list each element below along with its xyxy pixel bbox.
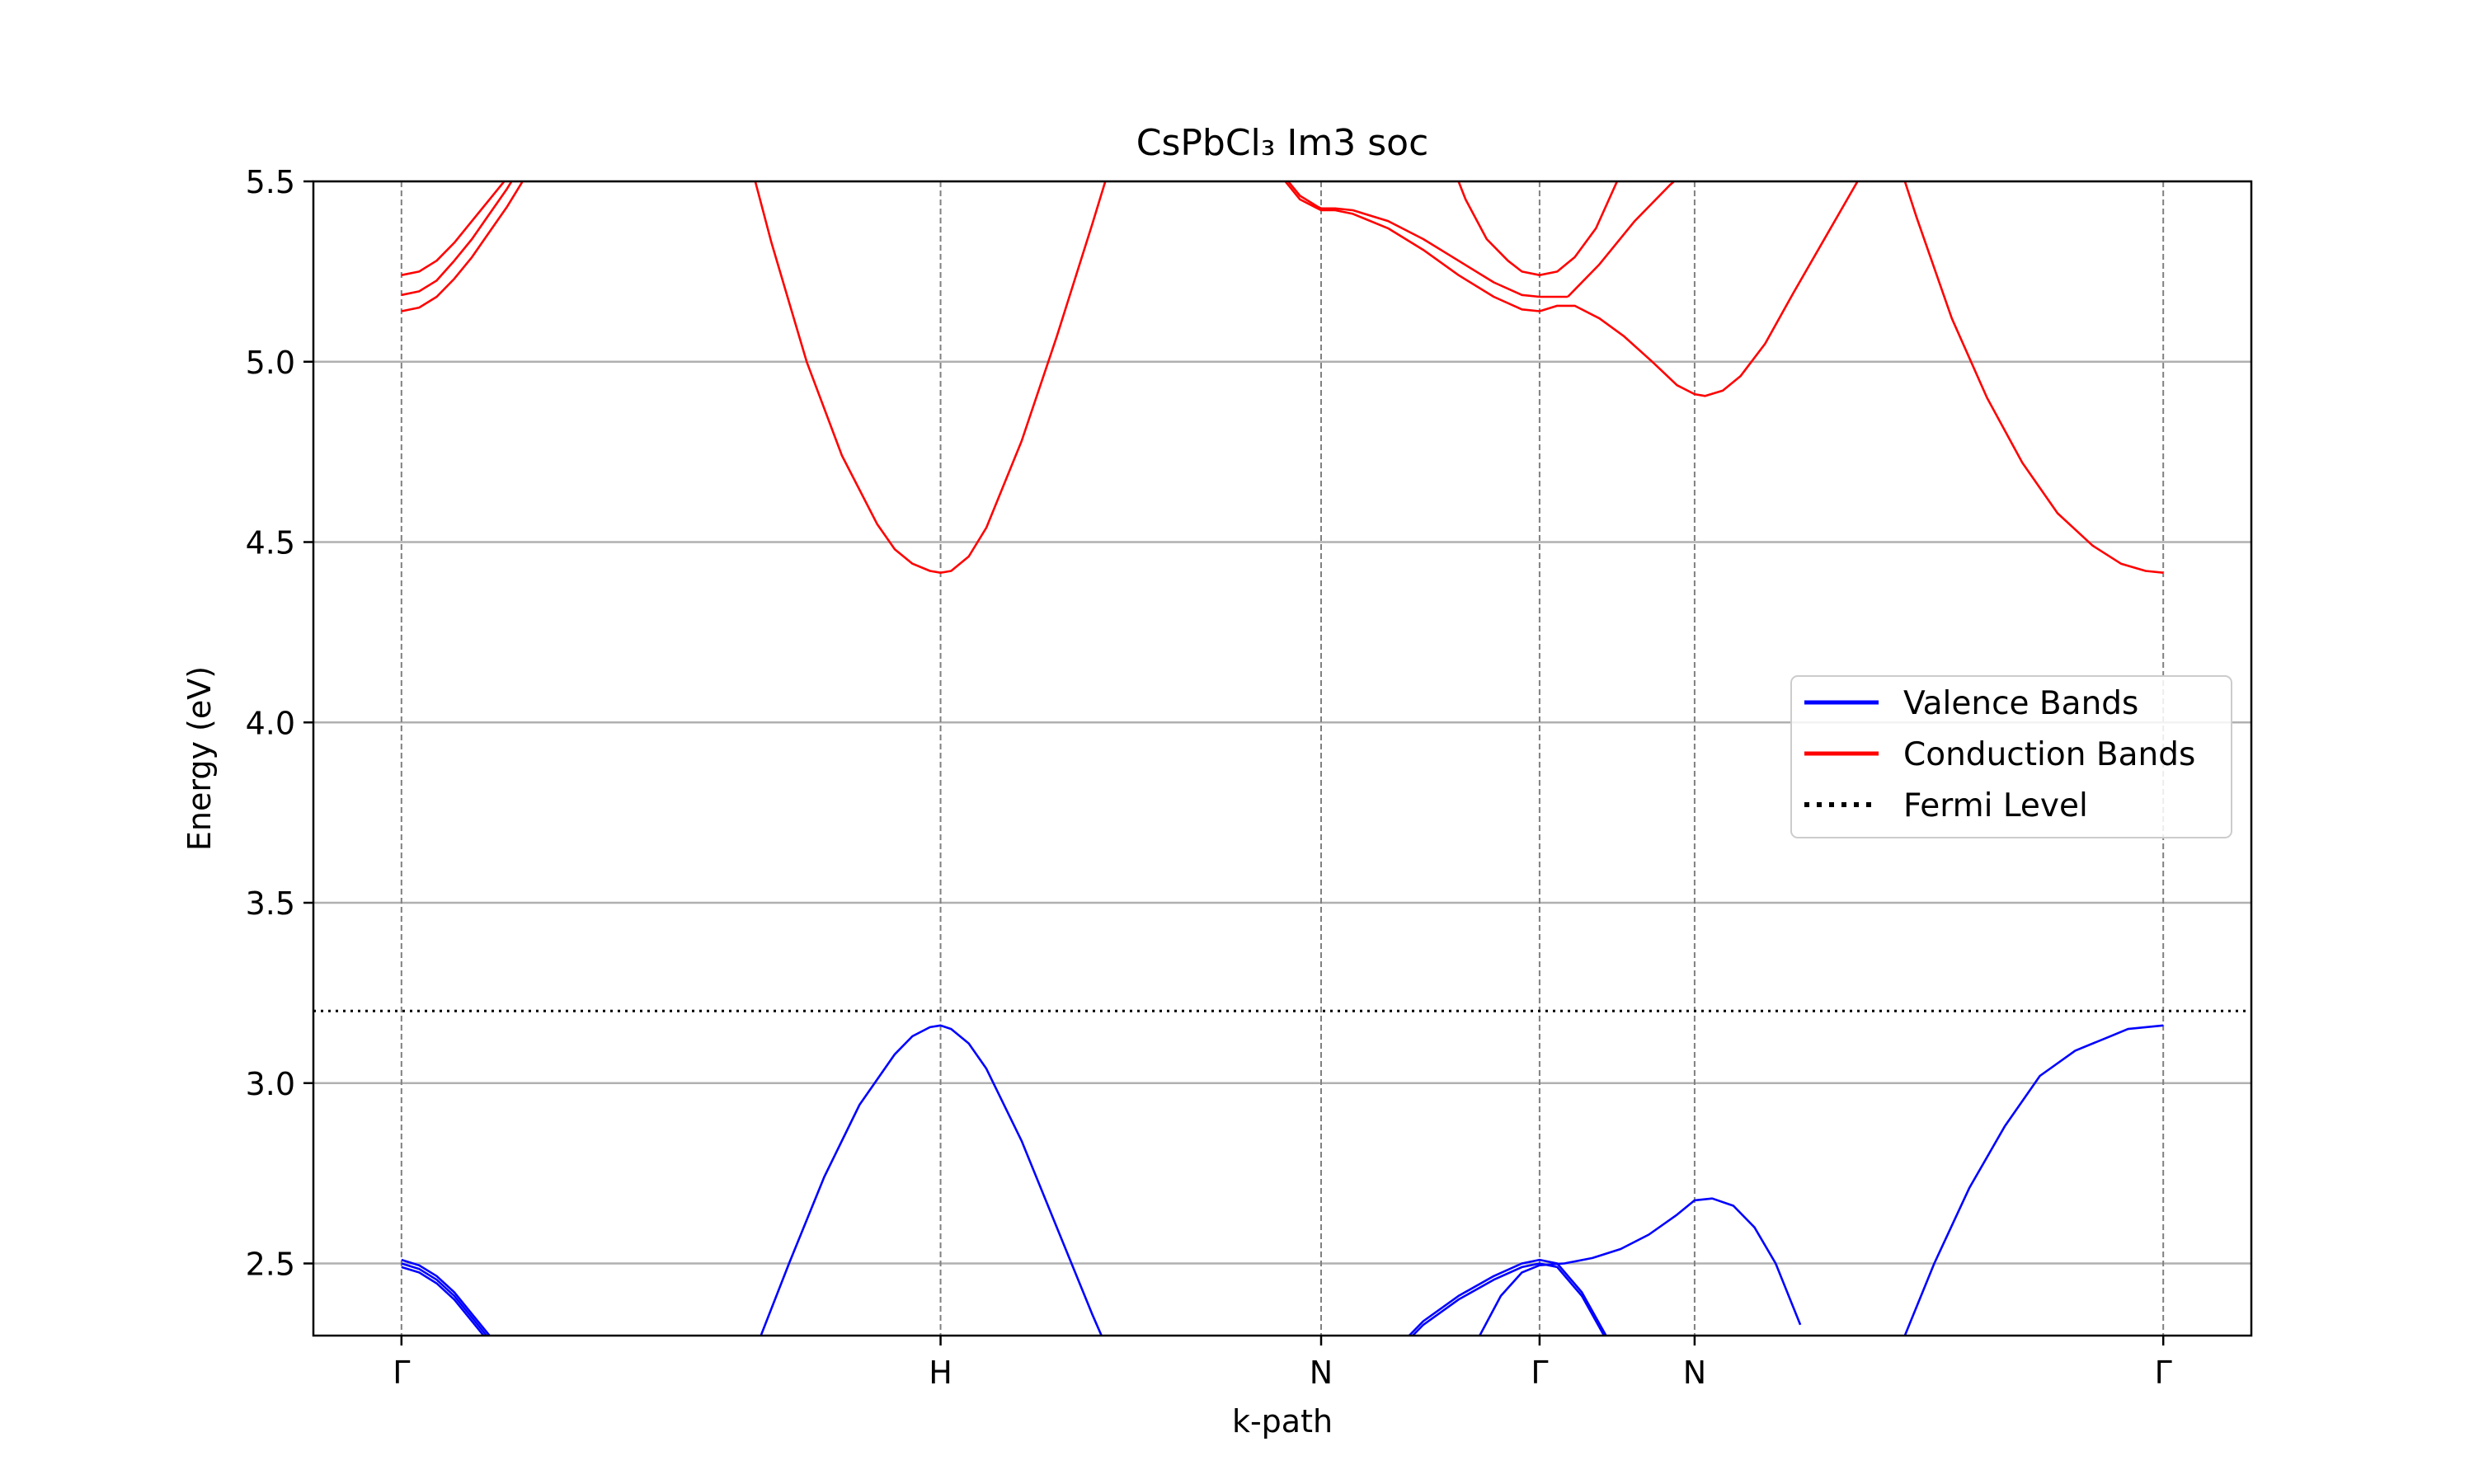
valence-band-line	[1478, 1197, 1802, 1336]
conduction-band-line	[401, 181, 513, 297]
conduction-band-line	[754, 181, 1107, 574]
legend-label-valence: Valence Bands	[1903, 685, 2138, 722]
x-tick-label: N	[1683, 1355, 1706, 1391]
x-axis-label: k-path	[1232, 1403, 1333, 1439]
y-tick-label: 4.0	[246, 705, 295, 741]
x-tick-label: Γ	[1531, 1355, 1548, 1391]
y-tick-label: 4.5	[246, 525, 295, 561]
valence-band-line	[1903, 1024, 2164, 1336]
conduction-band-line	[1286, 181, 1569, 298]
conduction-band-line	[1539, 181, 1859, 397]
valence-band-line	[401, 1262, 488, 1336]
conduction-band-line	[1457, 181, 1619, 276]
legend-label-fermi: Fermi Level	[1903, 787, 2088, 824]
conduction-band-line	[1903, 181, 2164, 574]
x-tick-label: Γ	[393, 1355, 410, 1391]
x-tick-label: Γ	[2155, 1355, 2172, 1391]
x-tick-label: N	[1310, 1355, 1333, 1391]
bands-layer	[401, 181, 2164, 1336]
y-axis-label: Energy (eV)	[181, 666, 218, 851]
y-tick-label: 3.5	[246, 885, 295, 922]
plot-frame	[312, 180, 2253, 1337]
conduction-band-line	[1283, 181, 1540, 312]
y-tick-label: 5.5	[246, 164, 295, 200]
valence-band-line	[760, 1024, 1103, 1336]
legend-box	[1790, 675, 2232, 838]
conduction-band-line	[401, 181, 524, 312]
valence-band-line	[401, 1266, 486, 1336]
y-axis: 2.5 3.0 3.5 4.0 4.5 5.0 5.5	[246, 164, 313, 1283]
conduction-band-line	[401, 181, 506, 276]
y-tick-label: 3.0	[246, 1066, 295, 1102]
conduction-band-line	[1567, 181, 1676, 298]
valence-band-line	[1408, 1258, 1607, 1336]
y-tick-label: 5.0	[246, 345, 295, 381]
y-tick-label: 2.5	[246, 1247, 295, 1283]
x-tick-label: H	[929, 1355, 952, 1391]
legend-label-conduction: Conduction Bands	[1903, 736, 2195, 773]
chart-title: CsPbCl₃ Im3 soc	[1136, 122, 1429, 164]
legend: Valence Bands Conduction Bands Fermi Lev…	[1790, 675, 2232, 838]
valence-band-line	[401, 1258, 492, 1336]
valence-band-line	[1411, 1262, 1606, 1336]
